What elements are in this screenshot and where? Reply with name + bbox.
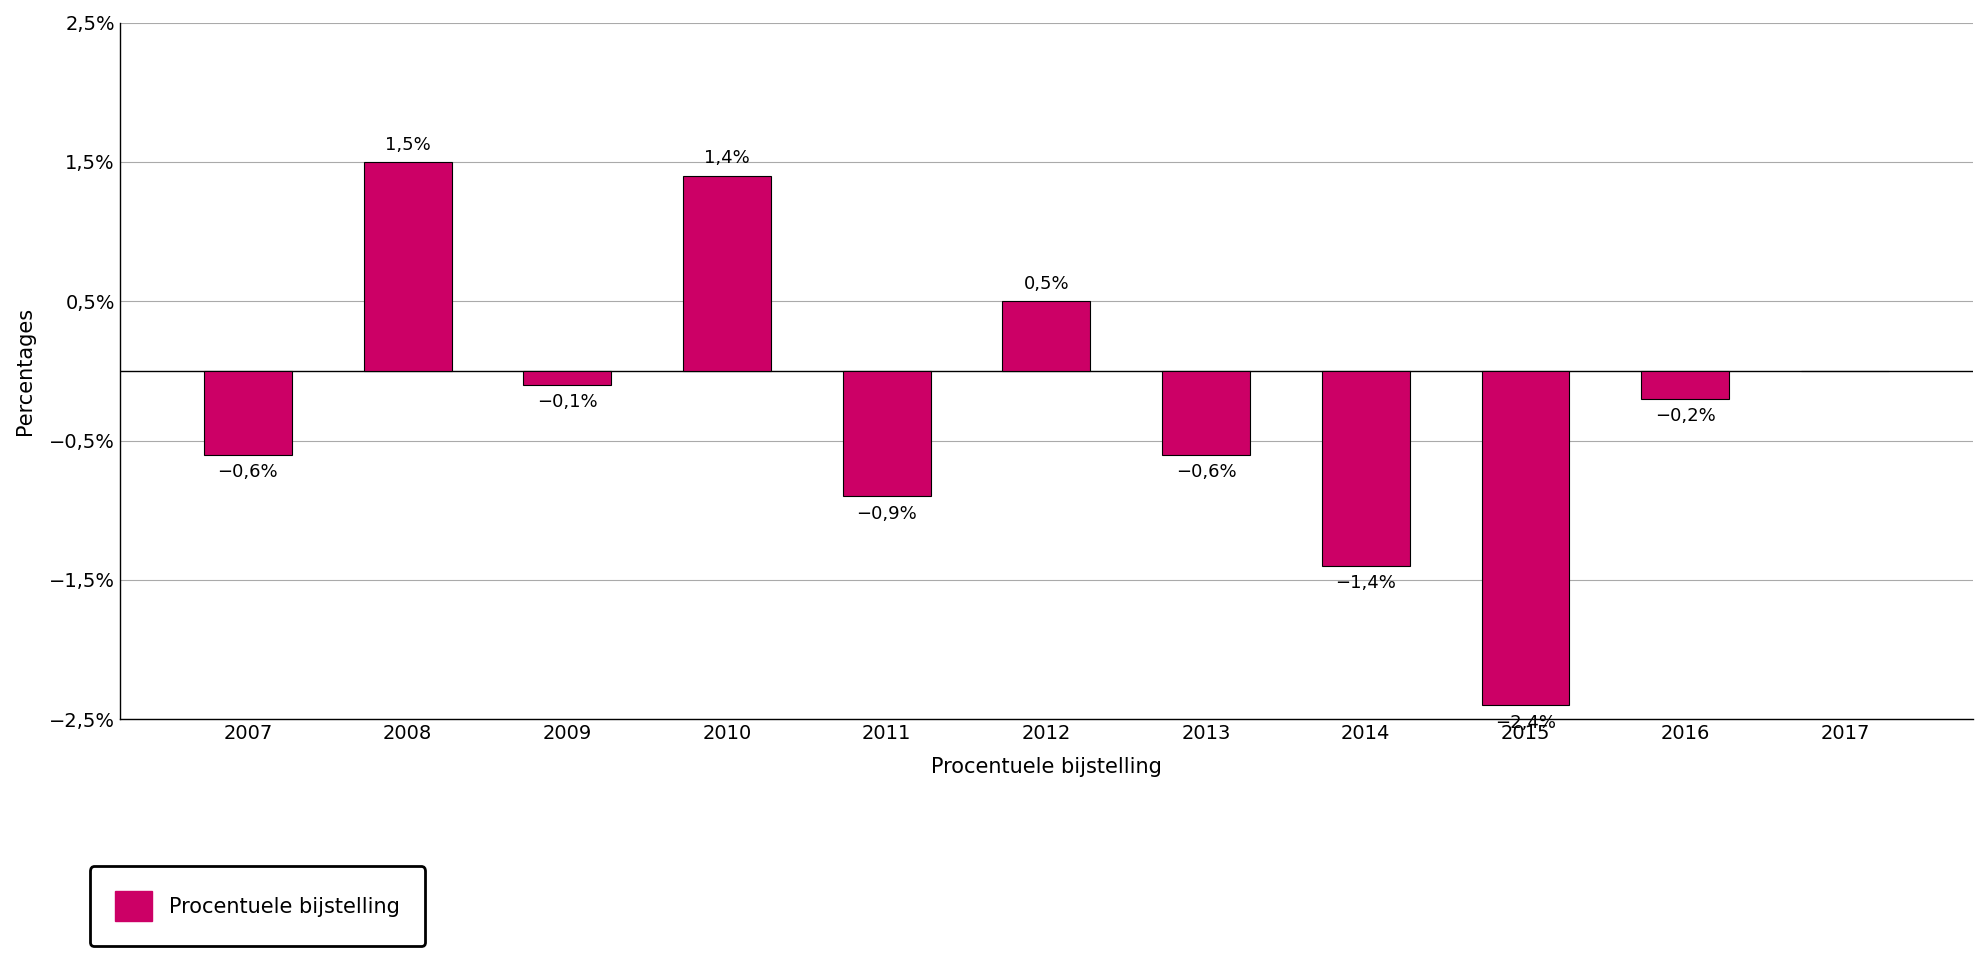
- Bar: [1163, 371, 1250, 455]
- Text: −0,1%: −0,1%: [537, 393, 598, 412]
- Bar: [684, 176, 771, 371]
- Text: 0,5%: 0,5%: [1024, 275, 1070, 293]
- Bar: [1481, 371, 1569, 705]
- Bar: [205, 371, 292, 455]
- Bar: [1322, 371, 1409, 566]
- Text: −0,6%: −0,6%: [217, 463, 278, 481]
- Y-axis label: Percentages: Percentages: [16, 307, 36, 435]
- Text: 1,4%: 1,4%: [704, 150, 749, 167]
- Text: −0,2%: −0,2%: [1654, 408, 1716, 425]
- Bar: [523, 371, 610, 384]
- Legend: Procentuele bijstelling: Procentuele bijstelling: [89, 867, 425, 946]
- Text: 1,5%: 1,5%: [386, 135, 431, 154]
- Text: −0,6%: −0,6%: [1175, 463, 1237, 481]
- Text: −0,9%: −0,9%: [857, 504, 916, 523]
- Bar: [1642, 371, 1730, 399]
- Text: −1,4%: −1,4%: [1336, 575, 1396, 592]
- Bar: [1002, 301, 1089, 371]
- X-axis label: Procentuele bijstelling: Procentuele bijstelling: [930, 757, 1161, 777]
- Bar: [364, 162, 451, 371]
- Bar: [843, 371, 930, 497]
- Text: −2,4%: −2,4%: [1495, 714, 1557, 732]
